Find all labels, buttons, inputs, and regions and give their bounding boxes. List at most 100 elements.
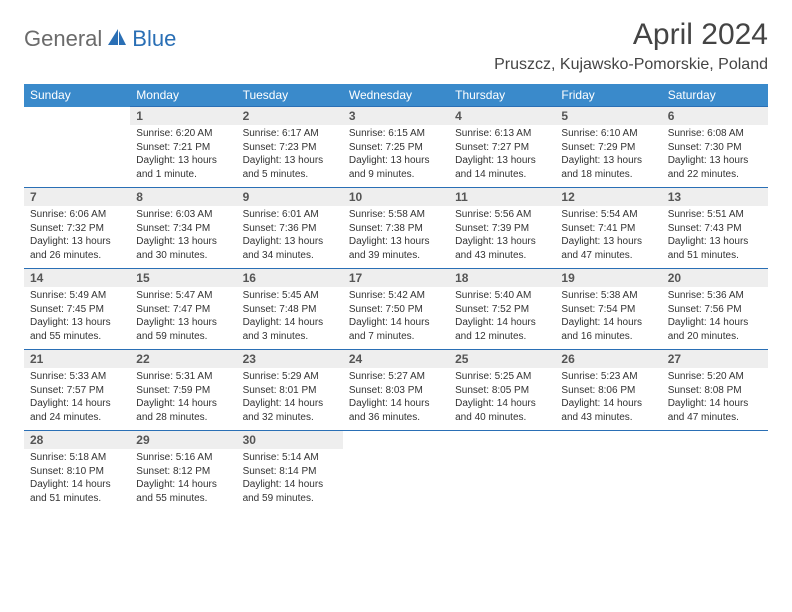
calendar-table: Sunday Monday Tuesday Wednesday Thursday…	[24, 84, 768, 511]
daylight-text: Daylight: 13 hours and 9 minutes.	[349, 154, 443, 181]
day-number-cell: 24	[343, 350, 449, 369]
sunrise-text: Sunrise: 6:13 AM	[455, 127, 549, 141]
daylight-text: Daylight: 14 hours and 32 minutes.	[243, 397, 337, 424]
sunrise-text: Sunrise: 6:01 AM	[243, 208, 337, 222]
sunrise-text: Sunrise: 5:29 AM	[243, 370, 337, 384]
sunset-text: Sunset: 8:14 PM	[243, 465, 337, 479]
brand-part2: Blue	[132, 26, 176, 52]
sunset-text: Sunset: 7:36 PM	[243, 222, 337, 236]
daylight-text: Daylight: 13 hours and 14 minutes.	[455, 154, 549, 181]
day-content-cell: Sunrise: 5:49 AMSunset: 7:45 PMDaylight:…	[24, 287, 130, 350]
brand-part1: General	[24, 26, 102, 52]
day-content-cell: Sunrise: 6:17 AMSunset: 7:23 PMDaylight:…	[237, 125, 343, 188]
sunrise-text: Sunrise: 5:31 AM	[136, 370, 230, 384]
day-content-cell: Sunrise: 5:27 AMSunset: 8:03 PMDaylight:…	[343, 368, 449, 431]
sunrise-text: Sunrise: 5:49 AM	[30, 289, 124, 303]
sunset-text: Sunset: 7:50 PM	[349, 303, 443, 317]
daylight-text: Daylight: 13 hours and 34 minutes.	[243, 235, 337, 262]
sunrise-text: Sunrise: 6:08 AM	[668, 127, 762, 141]
day-content-cell: Sunrise: 5:42 AMSunset: 7:50 PMDaylight:…	[343, 287, 449, 350]
day-content-cell: Sunrise: 5:58 AMSunset: 7:38 PMDaylight:…	[343, 206, 449, 269]
sunrise-text: Sunrise: 5:18 AM	[30, 451, 124, 465]
day-content-cell: Sunrise: 6:08 AMSunset: 7:30 PMDaylight:…	[662, 125, 768, 188]
day-content-cell: Sunrise: 6:15 AMSunset: 7:25 PMDaylight:…	[343, 125, 449, 188]
sunrise-text: Sunrise: 5:23 AM	[561, 370, 655, 384]
day-number-cell: 19	[555, 269, 661, 288]
day-content-cell: Sunrise: 5:38 AMSunset: 7:54 PMDaylight:…	[555, 287, 661, 350]
daylight-text: Daylight: 14 hours and 20 minutes.	[668, 316, 762, 343]
day-content-cell: Sunrise: 5:54 AMSunset: 7:41 PMDaylight:…	[555, 206, 661, 269]
daylight-text: Daylight: 14 hours and 28 minutes.	[136, 397, 230, 424]
weekday-header: Thursday	[449, 84, 555, 107]
sunset-text: Sunset: 7:23 PM	[243, 141, 337, 155]
day-number-cell: 21	[24, 350, 130, 369]
sunset-text: Sunset: 7:41 PM	[561, 222, 655, 236]
day-number-cell: 8	[130, 188, 236, 207]
day-number-cell: 20	[662, 269, 768, 288]
daylight-text: Daylight: 13 hours and 1 minute.	[136, 154, 230, 181]
sunset-text: Sunset: 8:05 PM	[455, 384, 549, 398]
day-number-cell: 15	[130, 269, 236, 288]
sunset-text: Sunset: 8:10 PM	[30, 465, 124, 479]
sunset-text: Sunset: 7:38 PM	[349, 222, 443, 236]
day-number-cell: 25	[449, 350, 555, 369]
daylight-text: Daylight: 14 hours and 43 minutes.	[561, 397, 655, 424]
title-block: April 2024 Pruszcz, Kujawsko-Pomorskie, …	[494, 18, 768, 74]
sunrise-text: Sunrise: 5:33 AM	[30, 370, 124, 384]
sunset-text: Sunset: 7:39 PM	[455, 222, 549, 236]
day-number-cell	[343, 431, 449, 450]
day-number-cell: 1	[130, 107, 236, 126]
day-number-cell	[449, 431, 555, 450]
day-content-cell: Sunrise: 6:13 AMSunset: 7:27 PMDaylight:…	[449, 125, 555, 188]
weekday-header: Saturday	[662, 84, 768, 107]
day-content-cell	[662, 449, 768, 511]
sunrise-text: Sunrise: 5:27 AM	[349, 370, 443, 384]
day-content-cell: Sunrise: 5:16 AMSunset: 8:12 PMDaylight:…	[130, 449, 236, 511]
day-content-cell	[343, 449, 449, 511]
sunset-text: Sunset: 7:30 PM	[668, 141, 762, 155]
day-number-cell	[555, 431, 661, 450]
day-number-row: 78910111213	[24, 188, 768, 207]
sunrise-text: Sunrise: 6:20 AM	[136, 127, 230, 141]
weekday-header: Sunday	[24, 84, 130, 107]
daylight-text: Daylight: 13 hours and 59 minutes.	[136, 316, 230, 343]
day-number-cell: 22	[130, 350, 236, 369]
day-content-cell: Sunrise: 5:25 AMSunset: 8:05 PMDaylight:…	[449, 368, 555, 431]
day-content-cell: Sunrise: 5:56 AMSunset: 7:39 PMDaylight:…	[449, 206, 555, 269]
day-number-cell: 28	[24, 431, 130, 450]
sunset-text: Sunset: 8:08 PM	[668, 384, 762, 398]
daylight-text: Daylight: 14 hours and 16 minutes.	[561, 316, 655, 343]
sunset-text: Sunset: 8:03 PM	[349, 384, 443, 398]
day-number-cell: 11	[449, 188, 555, 207]
day-number-row: 123456	[24, 107, 768, 126]
sunset-text: Sunset: 8:01 PM	[243, 384, 337, 398]
month-title: April 2024	[494, 18, 768, 52]
day-number-cell: 27	[662, 350, 768, 369]
day-number-row: 14151617181920	[24, 269, 768, 288]
sunrise-text: Sunrise: 6:17 AM	[243, 127, 337, 141]
sunset-text: Sunset: 7:57 PM	[30, 384, 124, 398]
day-number-cell: 18	[449, 269, 555, 288]
daylight-text: Daylight: 13 hours and 18 minutes.	[561, 154, 655, 181]
sunset-text: Sunset: 7:59 PM	[136, 384, 230, 398]
sunset-text: Sunset: 7:34 PM	[136, 222, 230, 236]
day-number-cell: 30	[237, 431, 343, 450]
day-content-cell: Sunrise: 5:29 AMSunset: 8:01 PMDaylight:…	[237, 368, 343, 431]
daylight-text: Daylight: 13 hours and 51 minutes.	[668, 235, 762, 262]
day-number-cell: 12	[555, 188, 661, 207]
weekday-header-row: Sunday Monday Tuesday Wednesday Thursday…	[24, 84, 768, 107]
sunrise-text: Sunrise: 6:03 AM	[136, 208, 230, 222]
day-content-cell: Sunrise: 6:03 AMSunset: 7:34 PMDaylight:…	[130, 206, 236, 269]
day-number-cell: 10	[343, 188, 449, 207]
sunrise-text: Sunrise: 5:42 AM	[349, 289, 443, 303]
day-number-cell: 13	[662, 188, 768, 207]
day-number-cell: 4	[449, 107, 555, 126]
daylight-text: Daylight: 14 hours and 12 minutes.	[455, 316, 549, 343]
day-content-row: Sunrise: 5:33 AMSunset: 7:57 PM Daylight:…	[24, 368, 768, 431]
sunrise-text: Sunrise: 5:38 AM	[561, 289, 655, 303]
sunrise-text: Sunrise: 5:47 AM	[136, 289, 230, 303]
sunset-text: Sunset: 7:32 PM	[30, 222, 124, 236]
sunrise-text: Sunrise: 6:10 AM	[561, 127, 655, 141]
day-content-cell: Sunrise: 5:47 AMSunset: 7:47 PMDaylight:…	[130, 287, 236, 350]
sunrise-text: Sunrise: 5:16 AM	[136, 451, 230, 465]
